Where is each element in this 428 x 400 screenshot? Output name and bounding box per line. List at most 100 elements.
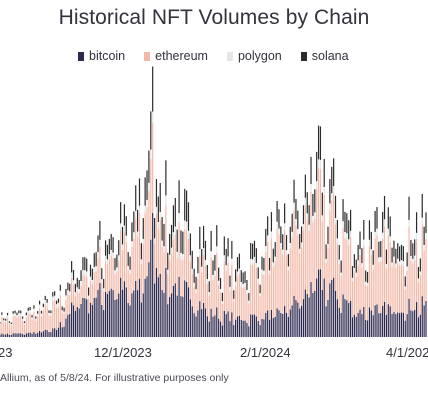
bar-segment-polygon bbox=[37, 313, 39, 317]
bar-segment-bitcoin bbox=[178, 276, 180, 337]
bar-segment-polygon bbox=[284, 223, 286, 230]
bar-segment-bitcoin bbox=[355, 316, 357, 337]
bar-segment-solana bbox=[95, 252, 97, 267]
bar-segment-ethereum bbox=[350, 237, 352, 301]
bar-segment-polygon bbox=[238, 268, 240, 274]
x-tick-label-2: 12/1/2023 bbox=[94, 345, 152, 360]
bar-segment-bitcoin bbox=[365, 319, 367, 337]
bar-segment-bitcoin bbox=[48, 332, 50, 337]
bar-segment-solana bbox=[218, 267, 220, 281]
bar-segment-polygon bbox=[146, 199, 148, 207]
bar-segment-polygon bbox=[410, 256, 412, 261]
bar-segment-ethereum bbox=[71, 277, 73, 303]
bar-segment-solana bbox=[263, 258, 265, 271]
bar-segment-polygon bbox=[187, 230, 190, 240]
bar-segment-solana bbox=[380, 241, 382, 257]
bar-segment-ethereum bbox=[152, 122, 154, 214]
bar-segment-solana bbox=[317, 125, 320, 160]
bar-segment-ethereum bbox=[248, 303, 250, 327]
bar-segment-ethereum bbox=[314, 218, 316, 291]
bar-segment-polygon bbox=[338, 259, 340, 264]
bar-segment-polygon bbox=[42, 307, 44, 311]
bar-segment-solana bbox=[319, 126, 322, 160]
bar-segment-solana bbox=[238, 253, 240, 269]
bar-segment-ethereum bbox=[199, 256, 201, 302]
bar-segment-ethereum bbox=[37, 316, 39, 333]
bar-segment-bitcoin bbox=[308, 297, 310, 337]
bar-segment-solana bbox=[31, 315, 33, 318]
bar-segment-ethereum bbox=[329, 210, 331, 284]
bar-segment-polygon bbox=[348, 239, 350, 246]
bar-segment-bitcoin bbox=[314, 290, 316, 337]
bar-segment-polygon bbox=[1, 314, 3, 318]
bar-segment-ethereum bbox=[229, 290, 231, 322]
bar-segment-polygon bbox=[44, 300, 46, 305]
bar-segment-polygon bbox=[186, 221, 188, 231]
bar-segment-ethereum bbox=[206, 283, 208, 317]
legend-label-bitcoin: bitcoin bbox=[89, 49, 126, 63]
bar-segment-solana bbox=[199, 226, 201, 250]
bar-segment-polygon bbox=[184, 220, 186, 230]
bar-segment-ethereum bbox=[59, 295, 61, 323]
bar-segment-solana bbox=[99, 220, 101, 240]
bar-segment-ethereum bbox=[44, 304, 46, 330]
bar-segment-bitcoin bbox=[261, 318, 263, 337]
bar-segment-bitcoin bbox=[176, 295, 178, 337]
bar-segment-solana bbox=[425, 212, 427, 233]
bar-segment-bitcoin bbox=[67, 314, 69, 337]
bar-segment-bitcoin bbox=[329, 283, 331, 337]
bar-segment-solana bbox=[12, 311, 14, 314]
bar-segment-polygon bbox=[312, 215, 314, 223]
bar-segment-bitcoin bbox=[101, 304, 103, 337]
bar-segment-ethereum bbox=[359, 255, 361, 310]
bar-segment-solana bbox=[14, 310, 16, 314]
bar-segment-ethereum bbox=[189, 261, 191, 300]
bar-segment-ethereum bbox=[99, 246, 101, 283]
bar-segment-bitcoin bbox=[270, 309, 273, 337]
bar-segment-bitcoin bbox=[316, 278, 318, 337]
bar-segment-ethereum bbox=[116, 271, 118, 300]
bar-segment-solana bbox=[383, 195, 386, 220]
bar-segment-solana bbox=[59, 284, 61, 291]
bar-segment-solana bbox=[153, 218, 156, 239]
bar-segment-solana bbox=[114, 258, 116, 271]
bar-segment-solana bbox=[118, 240, 120, 256]
bar-segment-polygon bbox=[297, 228, 299, 235]
bar-segment-ethereum bbox=[104, 261, 107, 292]
bar-segment-bitcoin bbox=[317, 269, 320, 337]
bar-segment-polygon bbox=[129, 269, 131, 274]
bar-segment-polygon bbox=[103, 288, 105, 292]
bar-segment-solana bbox=[180, 230, 182, 253]
bar-segment-bitcoin bbox=[323, 278, 325, 337]
bar-segment-polygon bbox=[240, 282, 242, 287]
bar-segment-bitcoin bbox=[133, 290, 135, 337]
bar-segment-polygon bbox=[218, 280, 220, 286]
bar-segment-polygon bbox=[108, 254, 110, 260]
bar-segment-polygon bbox=[268, 270, 271, 275]
bar-segment-polygon bbox=[417, 278, 420, 283]
bar-segment-polygon bbox=[368, 239, 371, 246]
bar-segment-solana bbox=[91, 268, 93, 280]
bar-segment-ethereum bbox=[317, 168, 320, 270]
bar-segment-polygon bbox=[201, 266, 203, 273]
bar-segment-solana bbox=[120, 202, 122, 224]
bar-segment-bitcoin bbox=[257, 320, 259, 337]
bar-segment-polygon bbox=[10, 324, 12, 326]
bar-segment-bitcoin bbox=[240, 320, 242, 337]
bar-segment-polygon bbox=[195, 289, 197, 293]
bar-segment-ethereum bbox=[12, 316, 14, 334]
bar-segment-ethereum bbox=[280, 248, 282, 313]
bar-segment-ethereum bbox=[22, 320, 24, 335]
bar-segment-ethereum bbox=[157, 228, 159, 278]
bar-segment-bitcoin bbox=[189, 299, 191, 337]
bar-segment-bitcoin bbox=[148, 262, 150, 337]
bar-segment-bitcoin bbox=[187, 287, 190, 337]
bar-segment-bitcoin bbox=[65, 318, 67, 337]
bar-segment-solana bbox=[410, 239, 412, 256]
bar-segment-bitcoin bbox=[402, 312, 404, 337]
bar-segment-polygon bbox=[214, 270, 216, 276]
bar-segment-solana bbox=[374, 210, 376, 232]
bar-segment-solana bbox=[314, 189, 316, 213]
bar-segment-solana bbox=[295, 198, 297, 219]
bar-segment-polygon bbox=[350, 230, 352, 238]
